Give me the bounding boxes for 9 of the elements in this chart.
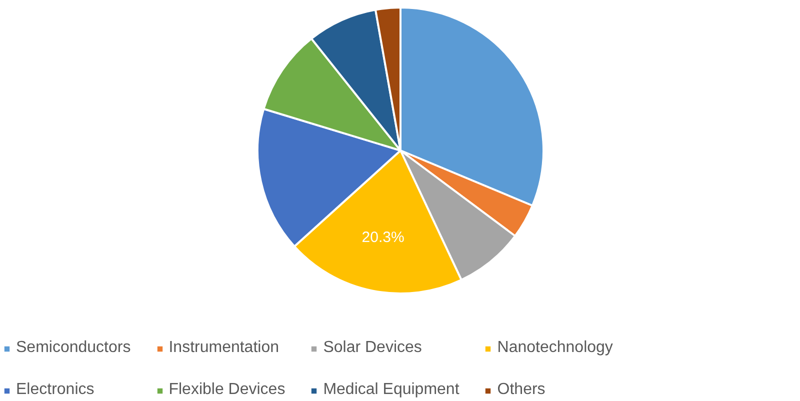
legend-label: Flexible Devices	[168, 381, 286, 399]
legend-label: Medical Equipment	[323, 381, 460, 399]
legend-label: Semiconductors	[16, 339, 131, 357]
legend-label: Solar Devices	[323, 339, 422, 357]
legend-label: Electronics	[16, 381, 94, 399]
legend-label: Nanotechnology	[497, 339, 613, 357]
data-label: 20.3%	[362, 228, 404, 246]
legend-label: Others	[497, 381, 546, 399]
legend-label: Instrumentation	[168, 339, 279, 357]
